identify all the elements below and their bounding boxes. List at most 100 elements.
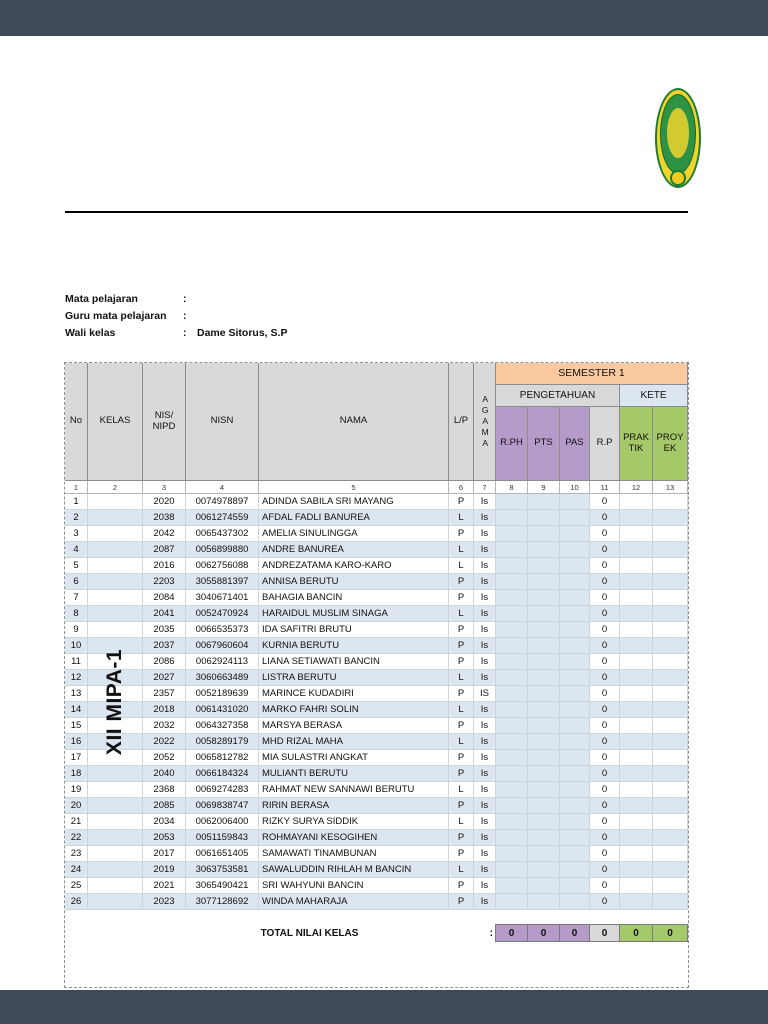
- cell-rph: [496, 686, 528, 702]
- header-pts: PTS: [528, 407, 560, 481]
- cell-pts: [528, 622, 560, 638]
- cell-lp: P: [449, 718, 474, 734]
- cell-nis: 2034: [143, 814, 186, 830]
- cell-nis: 2019: [143, 862, 186, 878]
- cell-nisn: 0065437302: [186, 526, 259, 542]
- cell-pts: [528, 846, 560, 862]
- cell-lp: P: [449, 638, 474, 654]
- cell-rp: 0: [590, 894, 620, 910]
- cell-rph: [496, 670, 528, 686]
- cell-proy: [653, 686, 688, 702]
- cell-rph: [496, 734, 528, 750]
- cell-proy: [653, 590, 688, 606]
- cell-pas: [560, 558, 590, 574]
- cell-no: 17: [65, 750, 88, 766]
- cell-agama: Is: [474, 574, 496, 590]
- cell-nis: 2041: [143, 606, 186, 622]
- cell-nisn: 0051159843: [186, 830, 259, 846]
- cell-prak: [620, 526, 653, 542]
- cell-nisn: 3055881397: [186, 574, 259, 590]
- cell-rph: [496, 846, 528, 862]
- cell-proy: [653, 606, 688, 622]
- cell-nama: BAHAGIA BANCIN: [259, 590, 449, 606]
- cell-rp: 0: [590, 862, 620, 878]
- cell-nama: SRI WAHYUNI BANCIN: [259, 878, 449, 894]
- cell-rph: [496, 638, 528, 654]
- cell-kelas: [88, 654, 143, 670]
- header-cell-agama: AGAMA: [474, 363, 496, 481]
- cell-prak: [620, 750, 653, 766]
- cell-lp: L: [449, 782, 474, 798]
- cell-no: 26: [65, 894, 88, 910]
- cell-agama: Is: [474, 526, 496, 542]
- cell-nisn: 0065812782: [186, 750, 259, 766]
- cell-kelas: [88, 862, 143, 878]
- header-semester-1-band: SEMESTER 1: [496, 363, 688, 385]
- logo-core: [667, 108, 689, 158]
- cell-rph: [496, 766, 528, 782]
- cell-nisn: 0052189639: [186, 686, 259, 702]
- cell-pas: [560, 798, 590, 814]
- header-pas: PAS: [560, 407, 590, 481]
- cell-pts: [528, 750, 560, 766]
- cell-pts: [528, 654, 560, 670]
- meta-colon: :: [183, 293, 187, 305]
- cell-lp: P: [449, 590, 474, 606]
- cell-no: 23: [65, 846, 88, 862]
- cell-nama: WINDA MAHARAJA: [259, 894, 449, 910]
- cell-kelas: [88, 718, 143, 734]
- cell-proy: [653, 734, 688, 750]
- cell-proy: [653, 798, 688, 814]
- subject-info-block: Mata pelajaran : Guru mata pelajaran : W…: [65, 291, 287, 342]
- cell-no: 9: [65, 622, 88, 638]
- cell-rph: [496, 830, 528, 846]
- cell-pts: [528, 718, 560, 734]
- cell-kelas: [88, 830, 143, 846]
- table-header: No KELAS NIS/ NIPD NISN NAMA L/P AGAMA S…: [65, 363, 688, 481]
- cell-kelas: [88, 606, 143, 622]
- meta-row-guru: Guru mata pelajaran :: [65, 308, 287, 325]
- cell-nama: SAWALUDDIN RIHLAH M BANCIN: [259, 862, 449, 878]
- header-divider-line: [65, 211, 688, 213]
- cell-agama: Is: [474, 494, 496, 510]
- column-number: 2: [88, 481, 143, 494]
- cell-nis: 2017: [143, 846, 186, 862]
- cell-kelas: [88, 734, 143, 750]
- cell-nis: 2032: [143, 718, 186, 734]
- cell-rp: 0: [590, 702, 620, 718]
- cell-prak: [620, 862, 653, 878]
- cell-nama: IDA SAFITRI BRUTU: [259, 622, 449, 638]
- cell-nis: 2042: [143, 526, 186, 542]
- cell-nisn: 0061651405: [186, 846, 259, 862]
- cell-rp: 0: [590, 734, 620, 750]
- cell-nama: LIANA SETIAWATI BANCIN: [259, 654, 449, 670]
- cell-rp: 0: [590, 750, 620, 766]
- cell-agama: Is: [474, 510, 496, 526]
- cell-no: 24: [65, 862, 88, 878]
- cell-rp: 0: [590, 718, 620, 734]
- cell-pts: [528, 894, 560, 910]
- cell-pas: [560, 606, 590, 622]
- cell-no: 15: [65, 718, 88, 734]
- cell-prak: [620, 510, 653, 526]
- column-number: 6: [449, 481, 474, 494]
- cell-nis: 2203: [143, 574, 186, 590]
- cell-lp: P: [449, 878, 474, 894]
- cell-rph: [496, 510, 528, 526]
- cell-prak: [620, 654, 653, 670]
- cell-nis: 2086: [143, 654, 186, 670]
- cell-kelas: [88, 670, 143, 686]
- cell-proy: [653, 510, 688, 526]
- header-cell-kelas: KELAS: [88, 363, 143, 481]
- cell-kelas: [88, 494, 143, 510]
- cell-nama: ANDRE BANUREA: [259, 542, 449, 558]
- cell-lp: L: [449, 558, 474, 574]
- cell-agama: Is: [474, 766, 496, 782]
- cell-no: 6: [65, 574, 88, 590]
- cell-proy: [653, 670, 688, 686]
- cell-nisn: 0069274283: [186, 782, 259, 798]
- cell-pas: [560, 846, 590, 862]
- cell-proy: [653, 526, 688, 542]
- cell-pas: [560, 622, 590, 638]
